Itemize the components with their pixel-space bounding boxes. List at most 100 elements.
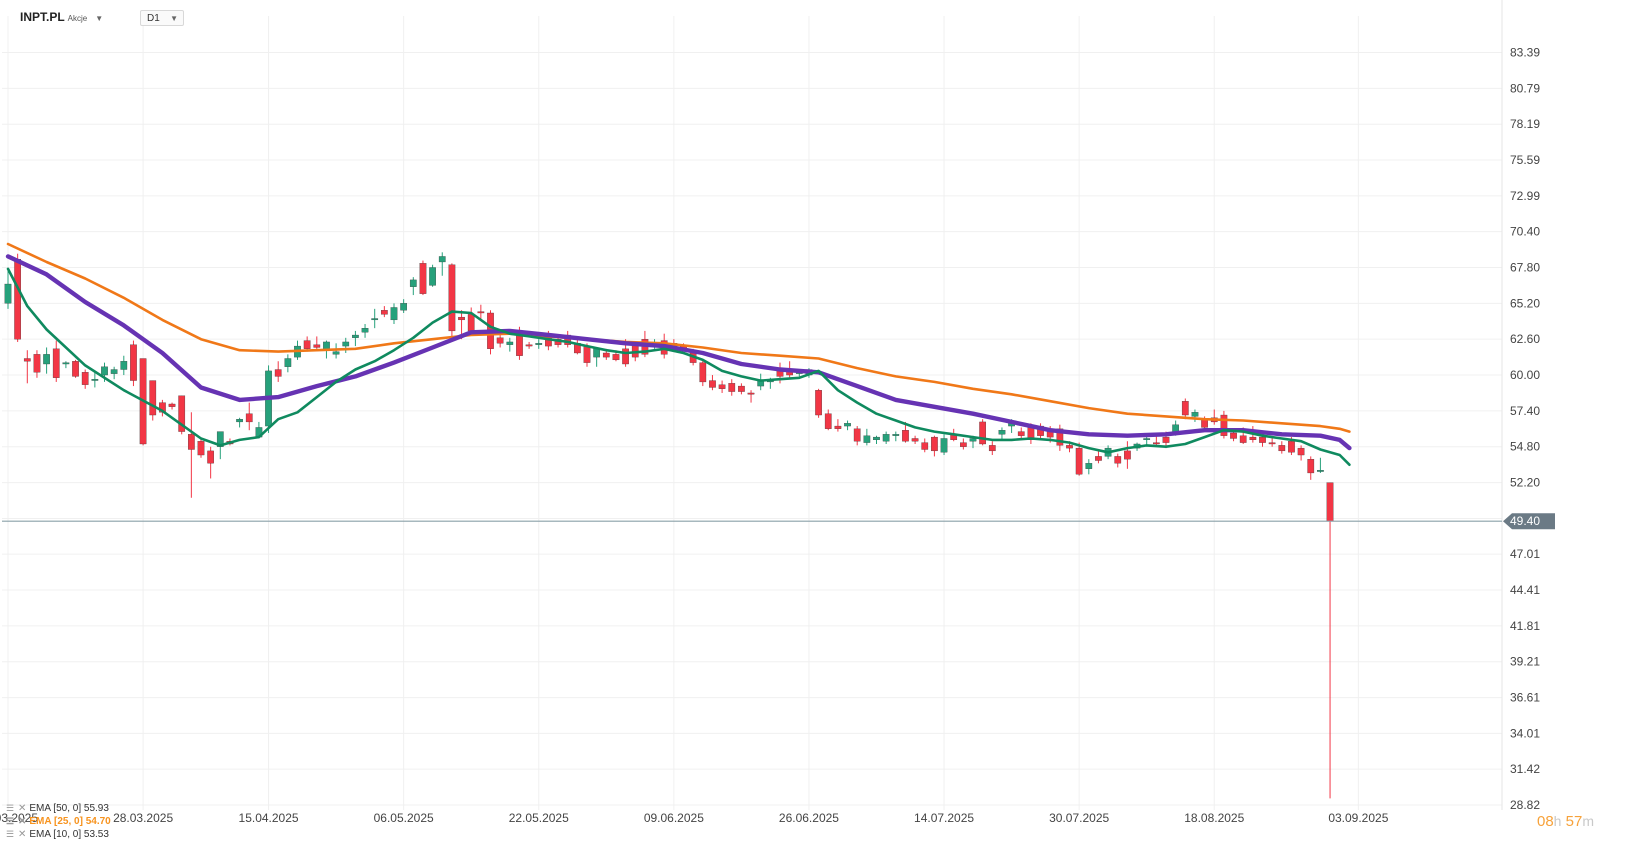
candle: [477, 304, 485, 320]
x-tick-label: 28.03.2025: [113, 811, 173, 825]
timeframe-dropdown[interactable]: D1 ▼: [140, 10, 184, 26]
candle: [853, 426, 861, 446]
candle-body: [612, 354, 620, 361]
candle: [1085, 459, 1093, 475]
y-tick-label: 72.99: [1510, 189, 1540, 203]
candle: [960, 438, 967, 450]
candles: [4, 252, 1334, 799]
candle-body: [236, 419, 243, 423]
candle-body: [709, 380, 716, 388]
candle-body: [4, 283, 12, 304]
chevron-down-icon: ▼: [170, 14, 178, 23]
candle-body: [1278, 445, 1286, 452]
x-tick-label: 09.06.2025: [644, 811, 704, 825]
candle-body: [467, 314, 475, 332]
candle: [844, 420, 851, 431]
candle: [245, 402, 253, 431]
candle: [390, 303, 398, 325]
last-price-line: 49.40: [2, 513, 1555, 530]
candle-body: [1075, 447, 1083, 475]
candle: [332, 343, 340, 359]
candle-body: [902, 430, 909, 442]
settings-icon[interactable]: ☰: [6, 829, 15, 839]
candle: [718, 380, 726, 393]
symbol-type: Akcje: [67, 14, 88, 23]
candle-countdown: 08h 57m: [1537, 813, 1594, 830]
candle: [14, 253, 21, 342]
x-tick-label: 12.03.2025: [0, 811, 38, 825]
candle-body: [1268, 442, 1276, 445]
ema-lines: [5, 242, 1352, 467]
legend-value: 54.70: [85, 816, 111, 827]
candle: [178, 395, 186, 435]
y-tick-label: 57.40: [1510, 404, 1540, 418]
candle: [284, 354, 292, 373]
candle: [52, 340, 60, 382]
candle-body: [931, 436, 938, 452]
candle-body: [718, 384, 726, 389]
y-tick-label: 62.60: [1510, 332, 1540, 346]
candle-body: [853, 428, 861, 442]
candle: [81, 369, 89, 389]
legend-ema25[interactable]: ☰ ✕ EMA [25, 0] 54.70: [6, 815, 111, 828]
candle: [1191, 409, 1199, 422]
candle: [110, 366, 118, 380]
candle-body: [738, 385, 745, 392]
candle: [1307, 456, 1315, 480]
candle: [506, 337, 514, 352]
close-icon[interactable]: ✕: [18, 803, 27, 814]
y-tick-label: 41.81: [1510, 619, 1540, 633]
y-tick-label: 75.59: [1510, 153, 1540, 167]
candle-body: [380, 310, 388, 315]
candle-body: [1181, 401, 1189, 416]
candle: [380, 306, 388, 318]
candle: [168, 402, 176, 410]
x-tick-label: 30.07.2025: [1049, 811, 1109, 825]
candle: [747, 390, 755, 403]
symbol-name: INPT.PL: [20, 10, 65, 24]
candle-body: [52, 348, 60, 378]
candle: [400, 299, 408, 313]
candle-body: [834, 425, 842, 429]
settings-icon[interactable]: ☰: [6, 803, 15, 813]
candle-body: [187, 434, 195, 450]
close-icon[interactable]: ✕: [18, 816, 27, 827]
candle-body: [371, 318, 379, 321]
candle-body: [1162, 436, 1170, 443]
candle-body: [33, 354, 41, 373]
x-tick-label: 26.06.2025: [779, 811, 839, 825]
x-axis: 12.03.2025 28.03.2025 15.04.2025 06.05.2025…: [0, 811, 1389, 825]
legend-value: 53.53: [83, 829, 109, 840]
candle: [371, 308, 379, 329]
symbol-selector[interactable]: INPT.PL Akcje ▼: [20, 10, 103, 24]
candle: [911, 435, 919, 444]
candle-body: [1220, 414, 1228, 436]
candle-body: [274, 369, 282, 377]
candle-body: [342, 341, 350, 347]
indicator-legend: ☰ ✕ EMA [50, 0] 55.93 ☰ ✕ EMA [25, 0] 54.70 …: [6, 802, 111, 841]
legend-ema50[interactable]: ☰ ✕ EMA [50, 0] 55.93: [6, 802, 111, 815]
ema-series-line: [6, 267, 1351, 467]
legend-params: [10, 0]: [53, 829, 82, 840]
y-tick-label: 78.19: [1510, 117, 1540, 131]
candle-body: [1143, 438, 1151, 441]
y-tick-label: 44.41: [1510, 583, 1540, 597]
candle-body: [168, 403, 176, 407]
candle-body: [699, 362, 707, 383]
settings-icon[interactable]: ☰: [6, 816, 15, 826]
y-tick-label: 52.20: [1510, 476, 1540, 490]
candle: [882, 431, 890, 444]
candle: [419, 260, 427, 296]
candle: [72, 359, 79, 378]
candle-body: [506, 341, 514, 345]
candle-body: [120, 361, 128, 370]
candle-body: [72, 361, 79, 377]
candle-body: [62, 362, 70, 365]
timer-minutes-unit: m: [1582, 813, 1594, 829]
legend-ema10[interactable]: ☰ ✕ EMA [10, 0] 53.53: [6, 828, 111, 841]
candle-body: [1124, 450, 1131, 460]
close-icon[interactable]: ✕: [18, 829, 27, 840]
candle-body: [747, 392, 755, 395]
candle-body: [477, 311, 485, 314]
